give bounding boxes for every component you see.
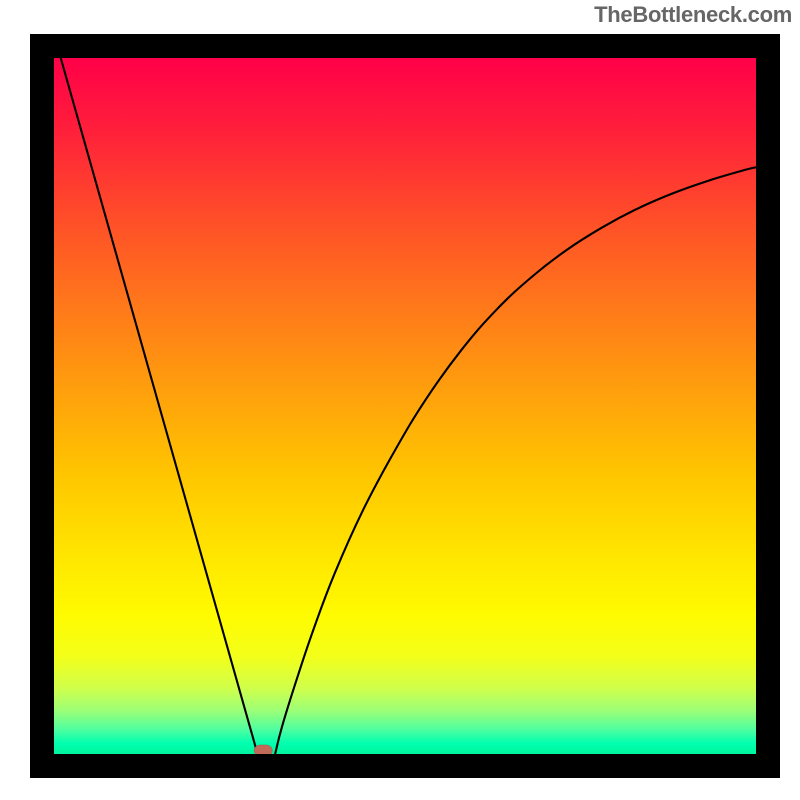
bottleneck-chart	[0, 0, 800, 800]
site-link[interactable]: TheBottleneck.com	[586, 0, 800, 32]
